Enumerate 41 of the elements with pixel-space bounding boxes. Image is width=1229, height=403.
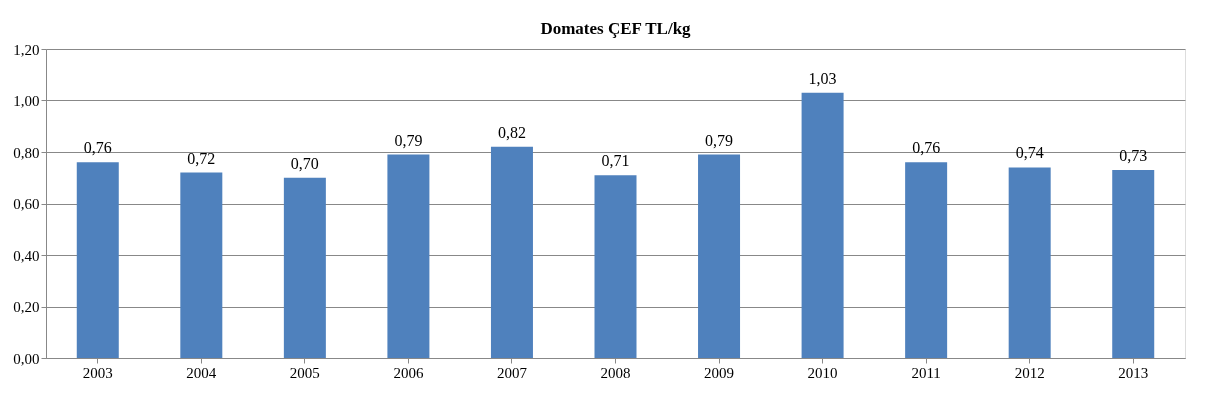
bar bbox=[1008, 167, 1051, 358]
x-tick-label: 2004 bbox=[186, 364, 217, 381]
y-tick-label: 0,20 bbox=[13, 299, 40, 315]
data-label: 0,71 bbox=[601, 152, 630, 170]
data-label: 0,70 bbox=[290, 154, 319, 172]
bar bbox=[180, 172, 223, 358]
bar bbox=[283, 177, 326, 358]
bar bbox=[905, 162, 948, 358]
bar bbox=[387, 154, 430, 358]
x-tick-label: 2011 bbox=[911, 364, 941, 381]
bar bbox=[594, 175, 637, 358]
bar bbox=[698, 154, 741, 358]
data-label: 0,79 bbox=[394, 131, 423, 149]
bar bbox=[76, 162, 119, 358]
y-tick-label: 0,40 bbox=[13, 247, 40, 264]
data-label: 0,76 bbox=[912, 139, 941, 157]
y-tick-label: 1,00 bbox=[13, 93, 40, 109]
x-tick-label: 2005 bbox=[289, 364, 320, 381]
y-tick-label: 0,60 bbox=[13, 196, 40, 212]
x-tick-label: 2007 bbox=[496, 364, 528, 381]
x-tick-label: 2012 bbox=[1014, 364, 1045, 381]
x-tick-label: 2008 bbox=[600, 364, 631, 381]
x-tick-label: 2003 bbox=[82, 364, 113, 381]
x-tick-label: 2006 bbox=[393, 364, 424, 381]
bar bbox=[1112, 170, 1155, 358]
y-tick-label: 1,20 bbox=[13, 41, 40, 58]
data-label: 0,74 bbox=[1015, 144, 1044, 162]
data-label: 0,82 bbox=[497, 123, 526, 141]
y-tick-label: 0,00 bbox=[13, 350, 40, 367]
x-tick-label: 2010 bbox=[807, 364, 838, 381]
data-label: 0,79 bbox=[705, 131, 734, 149]
data-label: 1,03 bbox=[808, 69, 837, 87]
data-label: 0,73 bbox=[1119, 147, 1148, 165]
bar bbox=[490, 146, 533, 358]
x-tick-label: 2013 bbox=[1118, 364, 1149, 381]
data-label: 0,76 bbox=[83, 139, 112, 157]
y-tick-label: 0,80 bbox=[13, 144, 40, 161]
bar bbox=[801, 92, 844, 358]
x-tick-label: 2009 bbox=[704, 364, 735, 381]
data-label: 0,72 bbox=[187, 149, 216, 167]
chart-title: Domates ÇEF TL/kg bbox=[540, 19, 692, 38]
